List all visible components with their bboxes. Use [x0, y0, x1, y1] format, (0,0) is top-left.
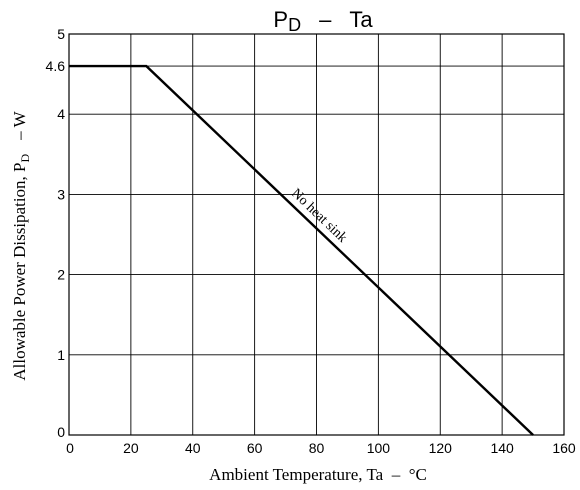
- x-tick-label: 20: [123, 440, 139, 456]
- y-tick-label: 4: [57, 106, 65, 122]
- y-tick-label: 0: [57, 424, 65, 440]
- plot-frame: [68, 33, 565, 436]
- x-tick-label: 160: [552, 440, 576, 456]
- y-tick-label: 3: [57, 186, 65, 202]
- x-tick-label: 0: [66, 440, 74, 456]
- annotation-no-heat-sink: No heat sink: [288, 186, 350, 246]
- y-tick-label: 5: [57, 26, 65, 42]
- series-lines: [69, 64, 534, 436]
- y-axis-label-main: Allowable Power Dissipation, P: [10, 163, 29, 381]
- x-tick-label: 120: [429, 440, 453, 456]
- tick-labels: 0 20 40 60 80 100 120 140 160 0 1 2 3 4 4.6 5: [46, 26, 576, 456]
- y-tick-label: 1: [57, 347, 65, 363]
- annotations: No heat sink: [288, 186, 350, 246]
- series-line-no-heat-sink: [69, 64, 534, 436]
- chart-title-subscript: D: [288, 15, 301, 35]
- x-tick-label: 100: [367, 440, 391, 456]
- y-axis-label: Allowable Power Dissipation, PD – W: [10, 110, 32, 380]
- chart-title-main: P: [273, 7, 288, 32]
- grid-lines: [68, 33, 565, 436]
- x-axis-label: Ambient Temperature, Ta – °C: [209, 465, 427, 484]
- y-tick-label: 2: [57, 267, 65, 283]
- x-tick-label: 140: [490, 440, 514, 456]
- chart-title-right: Ta: [349, 7, 373, 32]
- chart-title: PD – Ta: [273, 7, 373, 35]
- y-axis-label-subscript: D: [18, 154, 32, 163]
- y-axis-label-unit: – W: [10, 110, 29, 140]
- y-tick-label: 4.6: [46, 58, 66, 74]
- x-tick-label: 80: [309, 440, 325, 456]
- chart-title-dash: –: [319, 7, 332, 32]
- x-tick-label: 60: [247, 440, 263, 456]
- x-tick-label: 40: [185, 440, 201, 456]
